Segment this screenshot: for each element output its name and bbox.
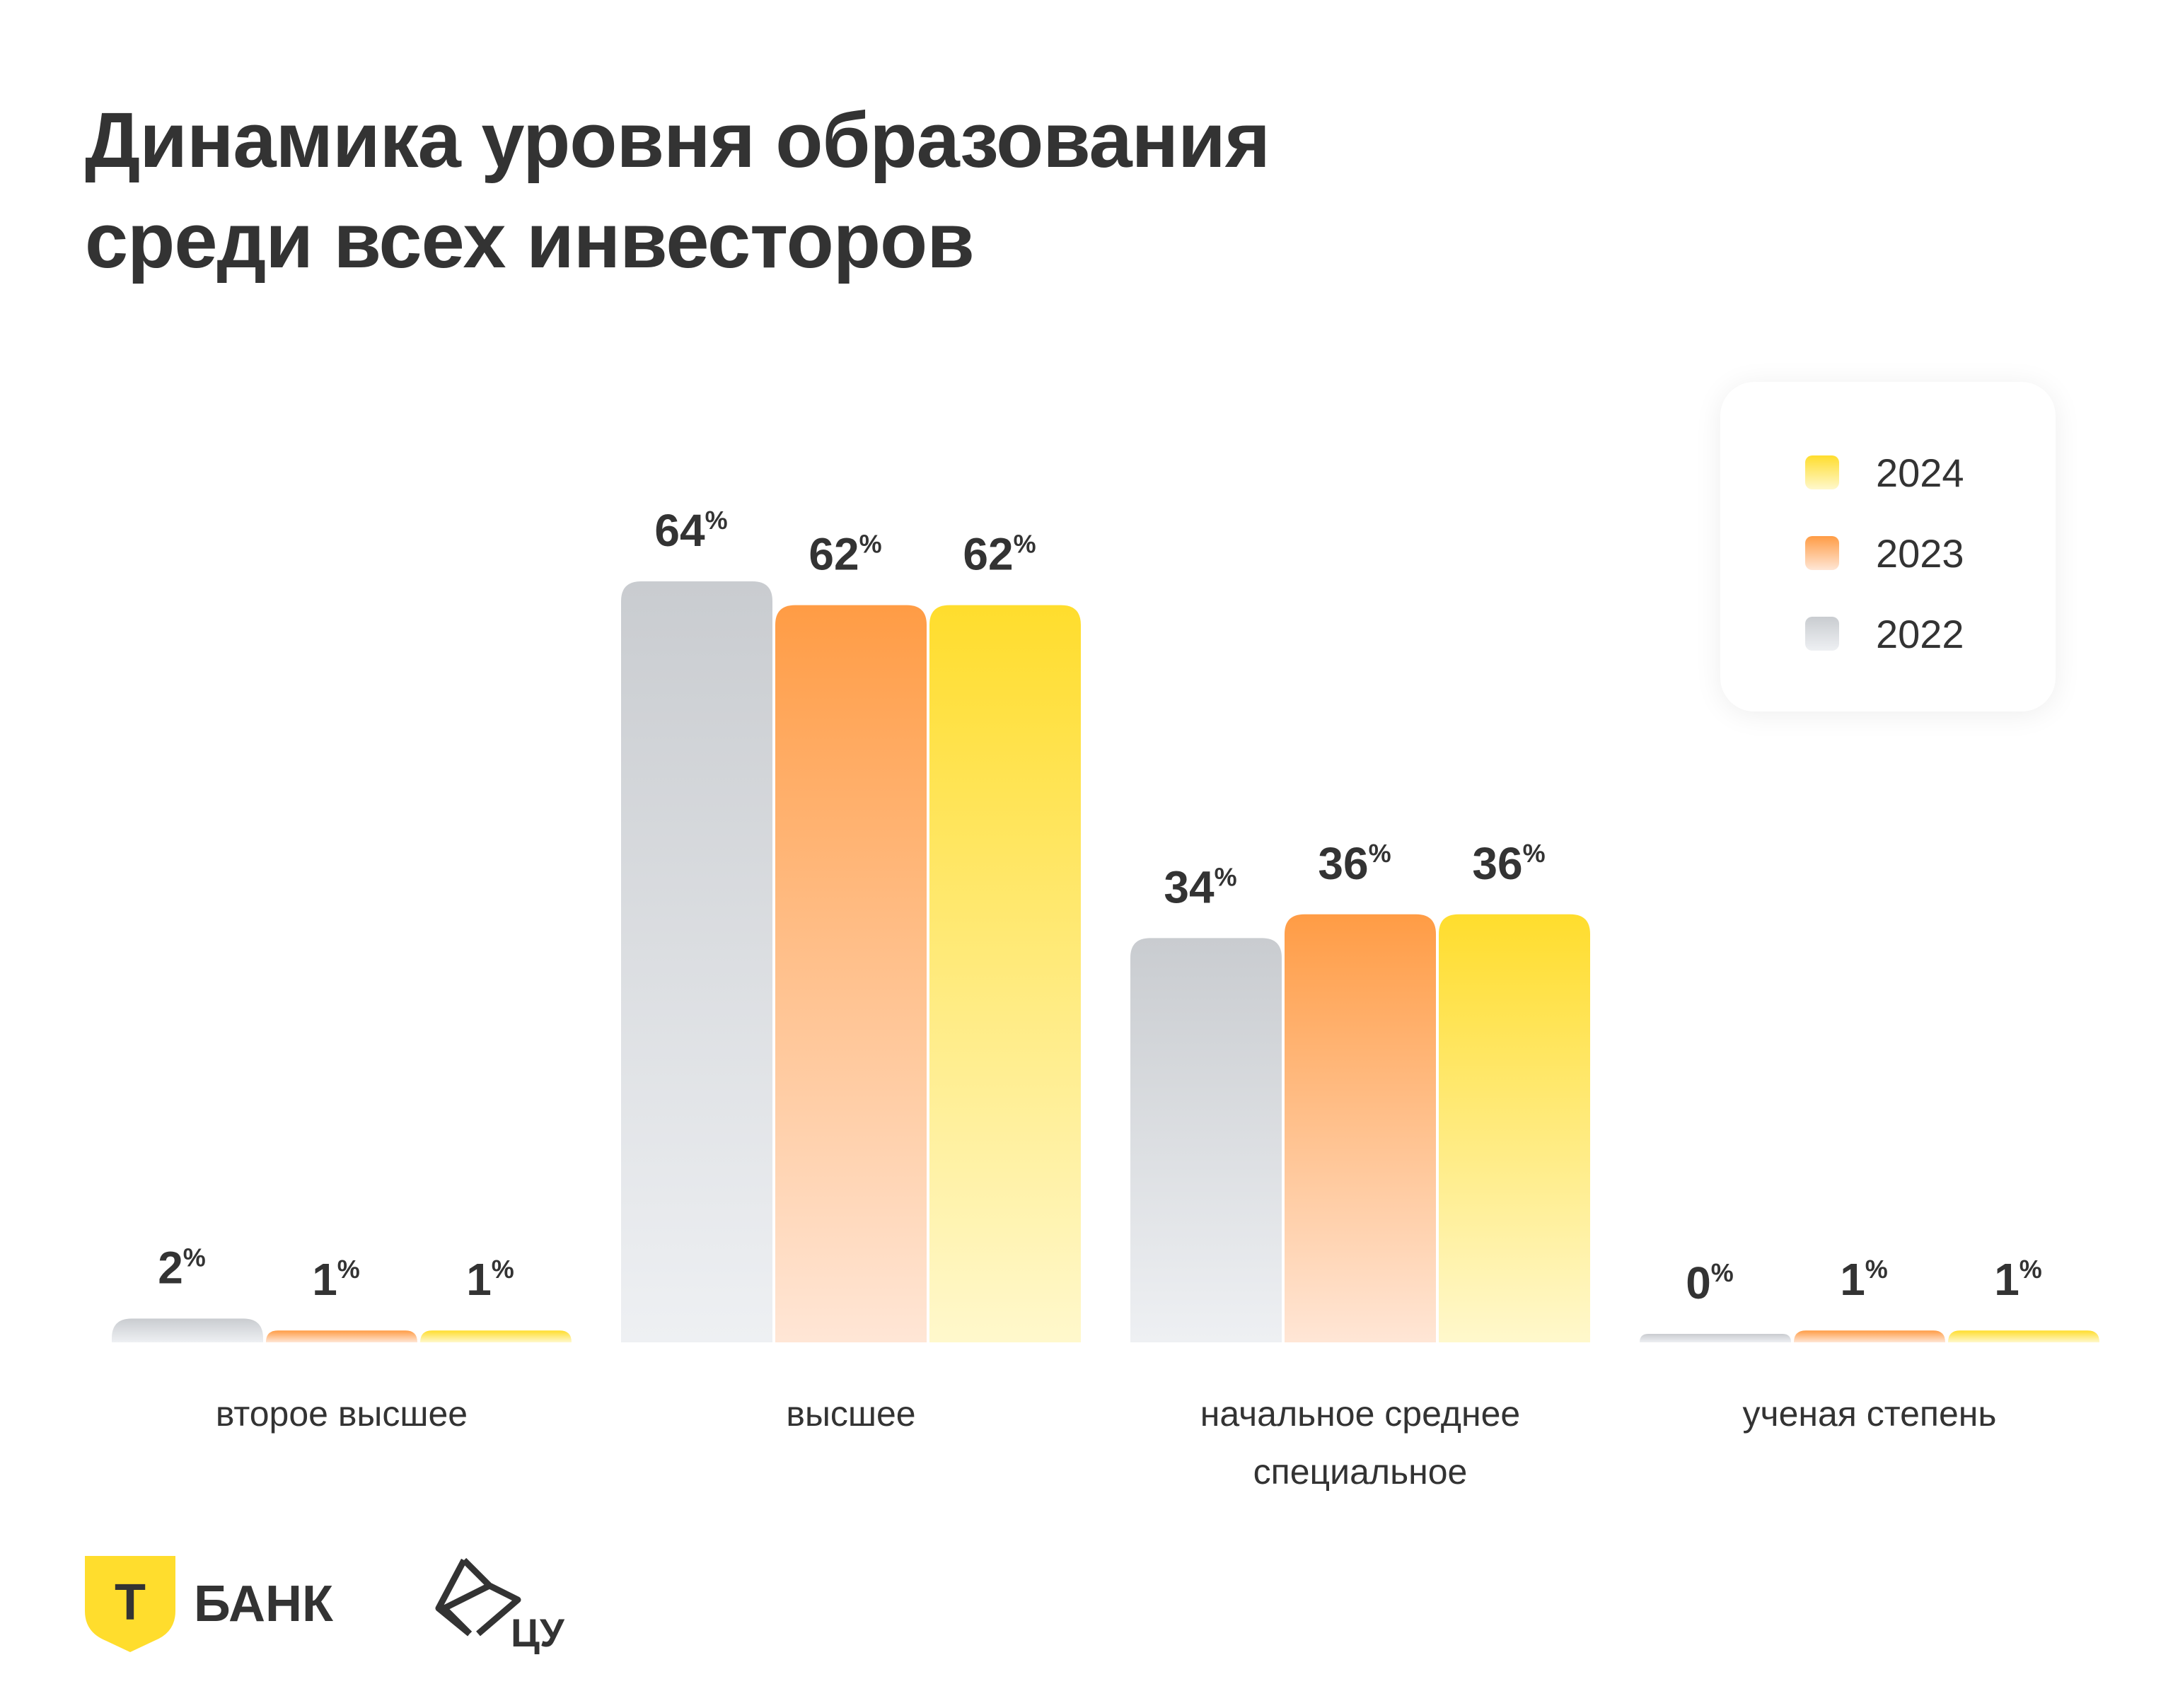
chart-title: Динамика уровня образования среди всех и…: [85, 91, 1270, 291]
legend-label-2022: 2022: [1876, 612, 1964, 656]
category-label-1-0: высшее: [786, 1394, 915, 1434]
value-label-2024-3: 1%: [1994, 1254, 2042, 1305]
bar-2023-0: [266, 1330, 417, 1342]
legend-swatch-2022: [1805, 617, 1839, 651]
value-label-2023-0: 1%: [312, 1254, 360, 1305]
legend-swatch-2024: [1805, 455, 1839, 489]
value-label-2023-1: 62%: [809, 529, 881, 580]
cu-logo: ЦУ: [435, 1557, 565, 1655]
value-label-2022-0: 2%: [158, 1242, 206, 1293]
bar-2023-2: [1285, 914, 1436, 1342]
bar-2022-1: [621, 581, 772, 1342]
legend-label-2023: 2023: [1876, 531, 1964, 576]
chart-title-line-2: среди всех инвесторов: [85, 197, 975, 284]
category-label-3-0: ученая степень: [1743, 1394, 1997, 1434]
footer-logos: Т БАНК ЦУ: [85, 1556, 594, 1655]
value-label-2022-3: 0%: [1686, 1257, 1734, 1308]
bar-2024-1: [929, 605, 1081, 1342]
cu-wordmark: ЦУ: [511, 1610, 565, 1655]
cu-mark-icon: [435, 1557, 521, 1637]
bar-2024-2: [1439, 914, 1590, 1342]
tbank-shield-icon: [85, 1556, 175, 1652]
value-label-2024-1: 62%: [963, 529, 1036, 580]
legend-label-2024: 2024: [1876, 451, 1964, 495]
bar-2024-0: [420, 1330, 572, 1342]
bar-2023-1: [775, 605, 927, 1342]
bar-2023-3: [1794, 1330, 1945, 1342]
tbank-logo: Т БАНК: [85, 1556, 334, 1652]
logos-svg: Т БАНК ЦУ: [85, 1556, 565, 1655]
chart-title-line-1: Динамика уровня образования: [85, 97, 1270, 184]
legend-swatch-2023: [1805, 536, 1839, 570]
bar-2024-3: [1948, 1330, 2099, 1342]
bar-2022-2: [1130, 938, 1282, 1342]
bar-2022-3: [1640, 1334, 1791, 1342]
value-label-2024-2: 36%: [1472, 838, 1545, 889]
category-label-2-0: начальное среднее: [1200, 1394, 1520, 1434]
bar-2022-0: [112, 1318, 263, 1342]
tbank-shield-letter: Т: [115, 1574, 146, 1631]
value-label-2022-1: 64%: [654, 505, 727, 556]
value-label-2022-2: 34%: [1164, 861, 1236, 912]
category-label-0-0: второе высшее: [216, 1394, 468, 1434]
value-label-2024-0: 1%: [466, 1254, 514, 1305]
legend-panel: [1720, 382, 2056, 711]
tbank-wordmark: БАНК: [194, 1576, 334, 1632]
category-label-2-1: специальное: [1253, 1452, 1468, 1492]
value-label-2023-3: 1%: [1840, 1254, 1888, 1305]
value-label-2023-2: 36%: [1318, 838, 1391, 889]
